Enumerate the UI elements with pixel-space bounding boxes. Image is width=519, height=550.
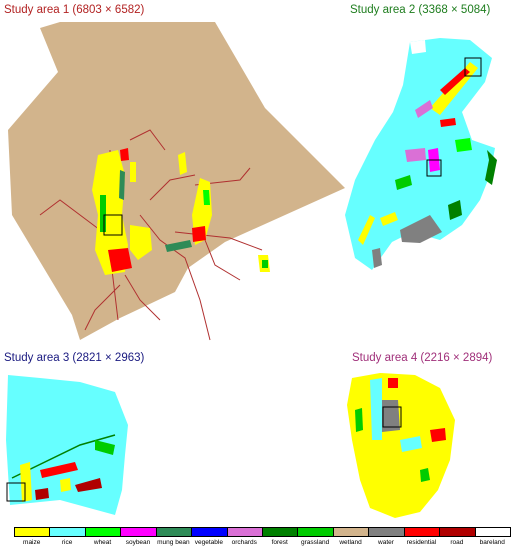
study-area-3-map (6, 375, 128, 515)
legend-swatch-wheat (84, 527, 122, 537)
legend-label: orchards (231, 539, 257, 546)
legend-swatch-mung-bean (155, 527, 193, 537)
legend-swatch-maize (14, 527, 51, 537)
legend-label: soybean (125, 539, 151, 546)
study-area-2-title: Study area 2 (3368 × 5084) (350, 4, 491, 16)
legend-swatch-water (368, 527, 405, 537)
legend-swatch-bareland (474, 527, 511, 537)
legend-label: rice (61, 539, 73, 546)
study-area-1-title: Study area 1 (6803 × 6582) (4, 4, 145, 16)
legend-swatch-grassland (297, 527, 334, 537)
legend-swatch-orchards (226, 527, 263, 537)
legend-label: vegetable (194, 539, 223, 546)
study-area-3-title: Study area 3 (2821 × 2963) (4, 352, 145, 364)
study-area-4-title: Study area 4 (2216 × 2894) (352, 352, 493, 364)
legend-label: residential (406, 539, 437, 546)
study-area-1-map (8, 22, 345, 341)
legend-label: maize (23, 539, 41, 546)
study-area-2-map (345, 38, 497, 270)
legend-label: wetland (339, 539, 362, 546)
study-area-4-map (347, 373, 455, 518)
legend-label: road (450, 539, 464, 546)
legend-swatch-residential (403, 527, 441, 537)
legend-swatch-rice (49, 527, 86, 537)
legend-label: wheat (93, 539, 112, 546)
legend-label: mung bean (157, 539, 190, 546)
legend-label: bareland (479, 539, 505, 546)
legend-swatch-wetland (332, 527, 370, 537)
legend-label: forest (271, 539, 288, 546)
legend-label: water (378, 539, 394, 546)
legend-swatch-forest (262, 527, 299, 537)
legend-swatch-vegetable (191, 527, 228, 537)
legend-swatch-soybean (120, 527, 157, 537)
legend-swatch-road (439, 527, 476, 537)
land-cover-legend: maize rice wheat soybean mung bean vegetable o… (14, 527, 511, 549)
legend-label: grassland (301, 539, 330, 546)
